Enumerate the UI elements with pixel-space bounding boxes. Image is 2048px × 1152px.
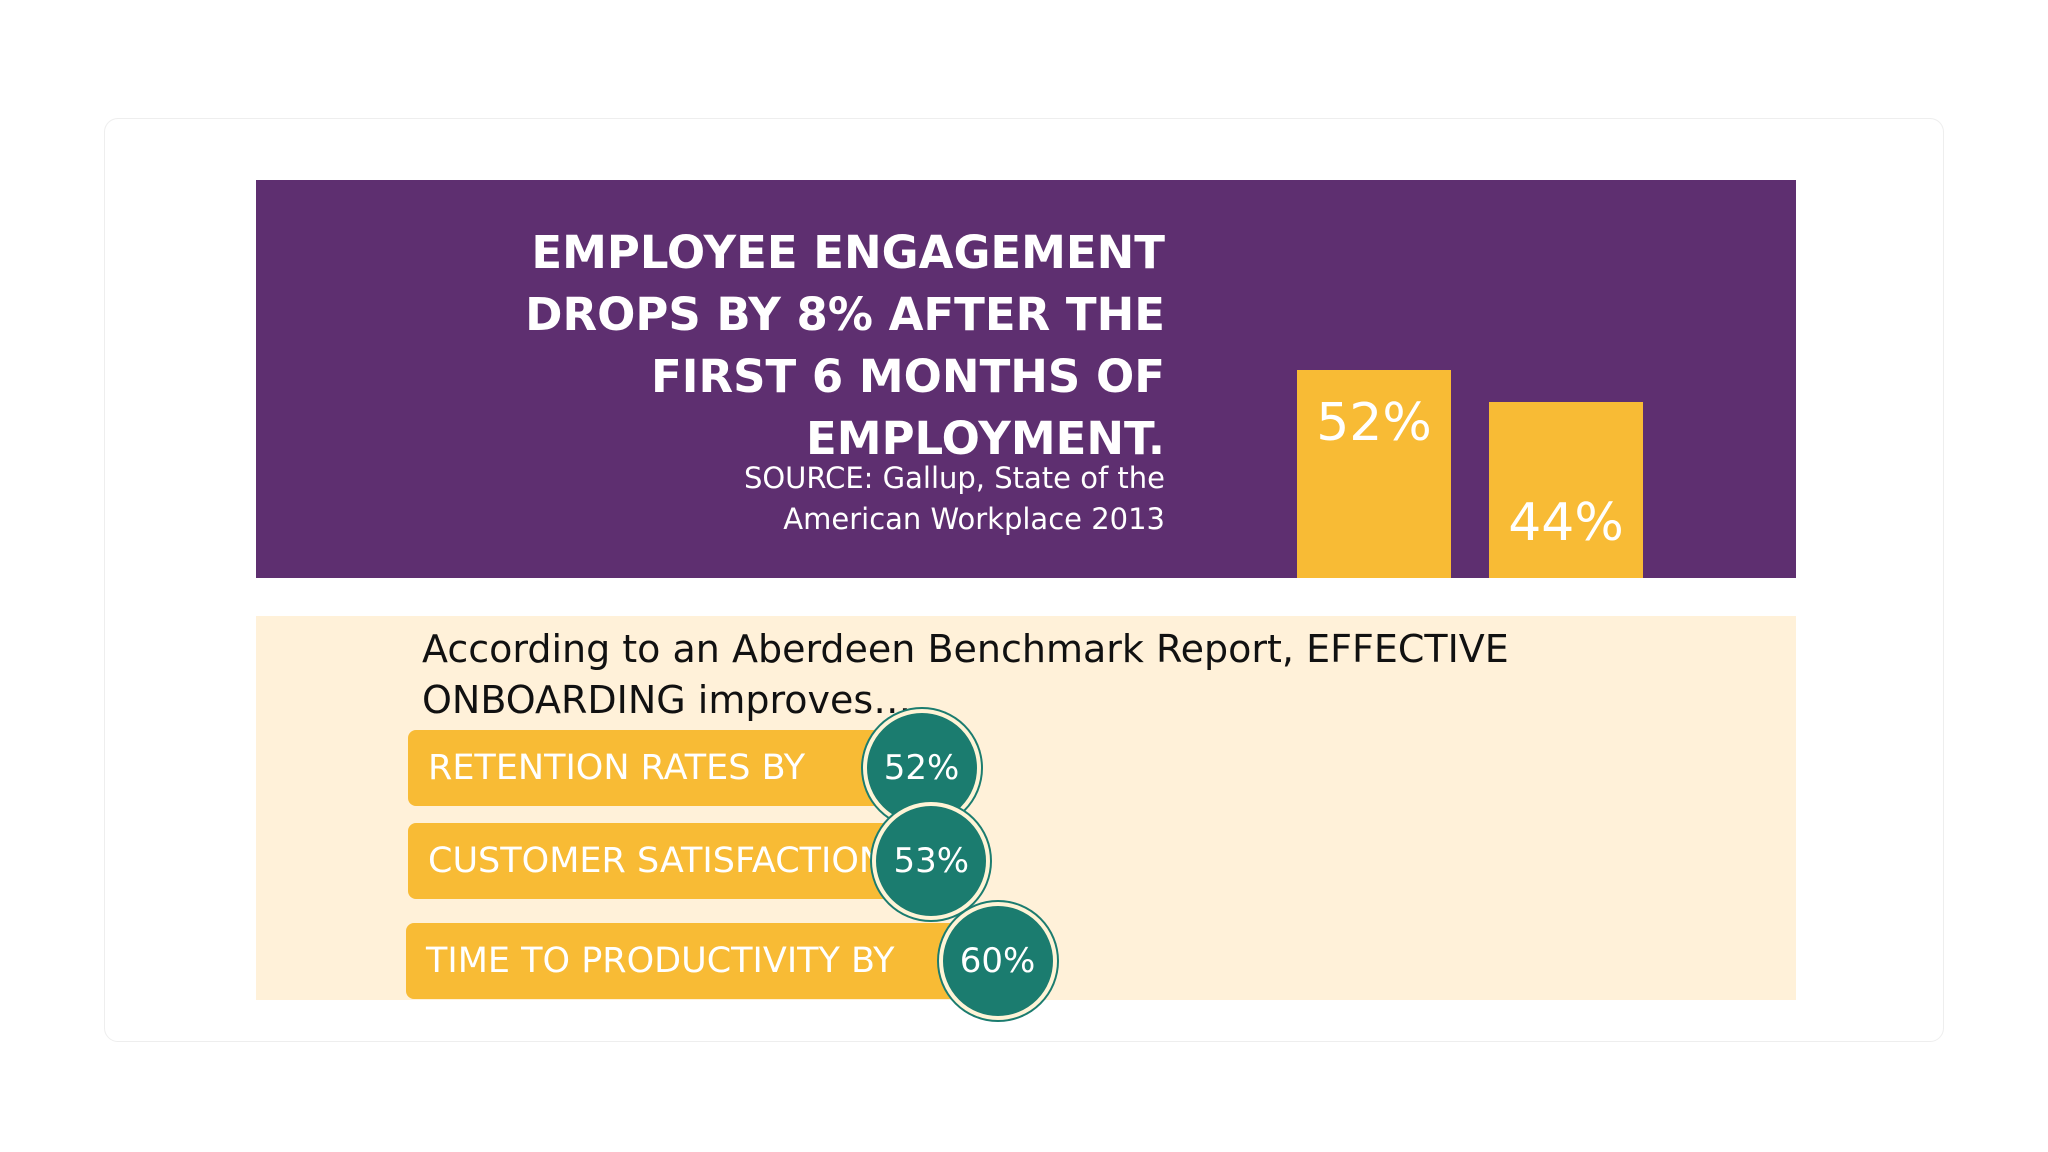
source-citation: SOURCE: Gallup, State of the American Wo… <box>465 458 1165 540</box>
onboarding-panel: According to an Aberdeen Benchmark Repor… <box>256 616 1796 1020</box>
improvement-category-label: TIME TO PRODUCTIVITY BY <box>426 941 895 981</box>
engagement-headline: EMPLOYEE ENGAGEMENT DROPS BY 8% AFTER TH… <box>385 222 1165 470</box>
headline-line: DROPS BY 8% AFTER THE <box>525 288 1165 341</box>
improvement-bar <box>408 730 916 806</box>
improvement-category-label: CUSTOMER SATISFACTION BY <box>428 841 940 881</box>
improvement-value-badge: 60% <box>938 902 1057 1020</box>
improvement-category-label: RETENTION RATES BY <box>428 748 806 788</box>
intro-line: According to an Aberdeen Benchmark Repor… <box>422 627 1509 671</box>
engagement-panel: 52% 44% EMPLOYEE ENGAGEMENT DROPS BY 8% A… <box>256 180 1796 578</box>
engagement-bar <box>1489 402 1643 578</box>
onboarding-intro: According to an Aberdeen Benchmark Repor… <box>422 624 1622 726</box>
headline-line: EMPLOYEE ENGAGEMENT <box>531 226 1165 279</box>
headline-line: FIRST 6 MONTHS OF <box>650 350 1165 403</box>
improvement-bar <box>406 923 992 999</box>
intro-line: ONBOARDING improves… <box>422 678 912 722</box>
engagement-value-label: 44% <box>1508 493 1624 553</box>
improvement-value-badge: 53% <box>872 802 991 920</box>
engagement-value-label: 52% <box>1316 393 1432 453</box>
engagement-bar-chart: 52% 44% <box>1297 370 1643 578</box>
source-line: American Workplace 2013 <box>783 502 1165 536</box>
headline-line: EMPLOYMENT. <box>806 412 1165 465</box>
engagement-bar <box>1297 370 1451 578</box>
improvement-bar <box>408 823 926 899</box>
source-line: SOURCE: Gallup, State of the <box>743 461 1165 495</box>
